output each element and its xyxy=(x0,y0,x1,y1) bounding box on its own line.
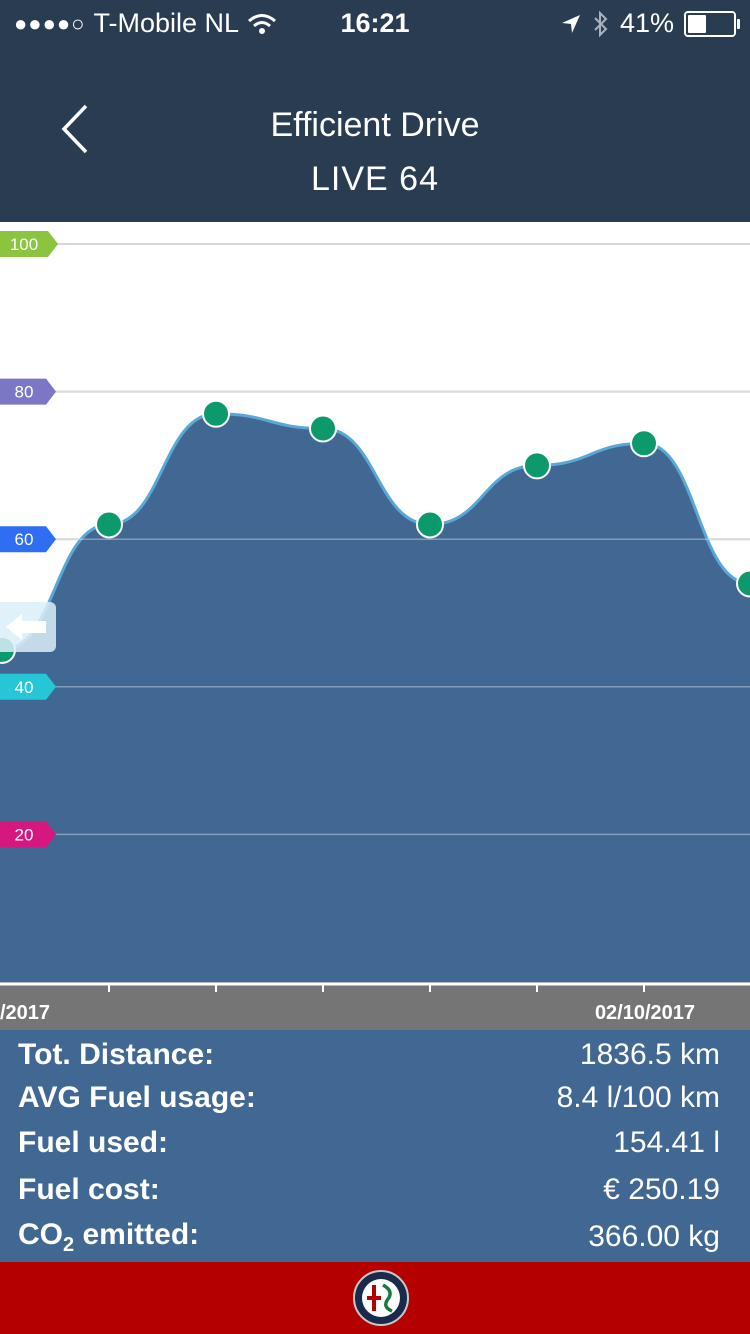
data-point xyxy=(416,510,444,539)
stat-label: AVG Fuel usage: xyxy=(18,1081,256,1114)
data-point xyxy=(309,414,337,443)
wifi-icon xyxy=(248,13,276,34)
carrier-name: T-Mobile NL xyxy=(93,8,239,38)
status-right: 41% xyxy=(560,8,740,39)
co2-label-sub: 2 xyxy=(63,1233,75,1256)
stat-fuel-cost: Fuel cost: € 250.19 xyxy=(18,1167,720,1213)
co2-label-rest: emitted: xyxy=(74,1217,200,1251)
scroll-left-button[interactable] xyxy=(0,602,56,652)
stats-panel: Tot. Distance: 1836.5 km AVG Fuel usage:… xyxy=(0,1030,750,1262)
data-point xyxy=(523,451,551,480)
stat-avg-fuel-usage: AVG Fuel usage: 8.4 l/100 km xyxy=(18,1075,720,1121)
stat-value: 1836.5 km xyxy=(579,1038,720,1071)
x-axis-bar xyxy=(0,982,750,1030)
status-time: 16:21 xyxy=(340,8,410,38)
battery-percent: 41% xyxy=(619,8,674,38)
stat-label: CO2 emitted: xyxy=(18,1218,199,1257)
y-tick-tag xyxy=(0,231,58,257)
y-tick-label: 20 xyxy=(15,825,34,844)
data-point xyxy=(95,510,123,539)
x-tick-label: /2017 xyxy=(0,1002,50,1024)
y-tick-label: 80 xyxy=(15,383,34,402)
footer-bar xyxy=(0,1262,750,1334)
x-tick-label: 02/10/2017 xyxy=(595,1002,695,1024)
battery-icon xyxy=(684,10,740,37)
arrow-left-icon[interactable] xyxy=(6,614,46,640)
y-tick-label: 40 xyxy=(15,678,34,697)
battery-fill xyxy=(688,14,707,33)
signal-strength-icon: ●●●●○ xyxy=(14,10,86,36)
series-area xyxy=(0,413,750,982)
efficiency-chart: 100 80 60 40 20/2017 02/10/2017 xyxy=(0,222,750,1030)
stat-total-distance: Tot. Distance: 1836.5 km xyxy=(18,1032,720,1078)
alfa-romeo-logo-icon xyxy=(353,1270,409,1326)
stat-label: Tot. Distance: xyxy=(18,1038,215,1071)
stat-fuel-used: Fuel used: 154.41 l xyxy=(18,1120,720,1166)
y-tick-tag xyxy=(0,673,56,700)
y-tick-tag xyxy=(0,821,56,848)
y-tick-tag xyxy=(0,378,56,405)
data-point xyxy=(202,399,230,428)
stat-label: Fuel used: xyxy=(18,1126,169,1159)
nav-bar: Efficient Drive LIVE 64 xyxy=(0,50,750,222)
co2-label-main: CO xyxy=(18,1217,63,1251)
chart-svg: 100 80 60 40 20/2017 02/10/2017 xyxy=(0,231,750,1030)
data-point xyxy=(736,569,750,598)
y-tick-label: 60 xyxy=(15,530,34,549)
status-left: ●●●●○ T-Mobile NL xyxy=(14,8,277,39)
data-point xyxy=(630,429,658,458)
stat-value: € 250.19 xyxy=(603,1173,720,1206)
page-title: Efficient Drive xyxy=(270,106,480,144)
live-score-title: LIVE 64 xyxy=(311,160,439,198)
location-arrow-icon xyxy=(561,14,580,33)
y-tick-tag xyxy=(0,526,56,553)
stat-value: 366.00 kg xyxy=(588,1220,720,1253)
bluetooth-icon xyxy=(594,10,608,37)
status-bar: ●●●●○ T-Mobile NL 16:21 41% xyxy=(0,0,750,50)
stat-value: 8.4 l/100 km xyxy=(556,1081,720,1114)
y-tick-label: 100 xyxy=(10,235,38,254)
stat-label: Fuel cost: xyxy=(18,1173,160,1206)
stat-co2-emitted: CO2 emitted: 366.00 kg xyxy=(18,1214,720,1260)
stat-value: 154.41 l xyxy=(613,1126,720,1159)
back-chevron-icon[interactable] xyxy=(58,102,94,156)
